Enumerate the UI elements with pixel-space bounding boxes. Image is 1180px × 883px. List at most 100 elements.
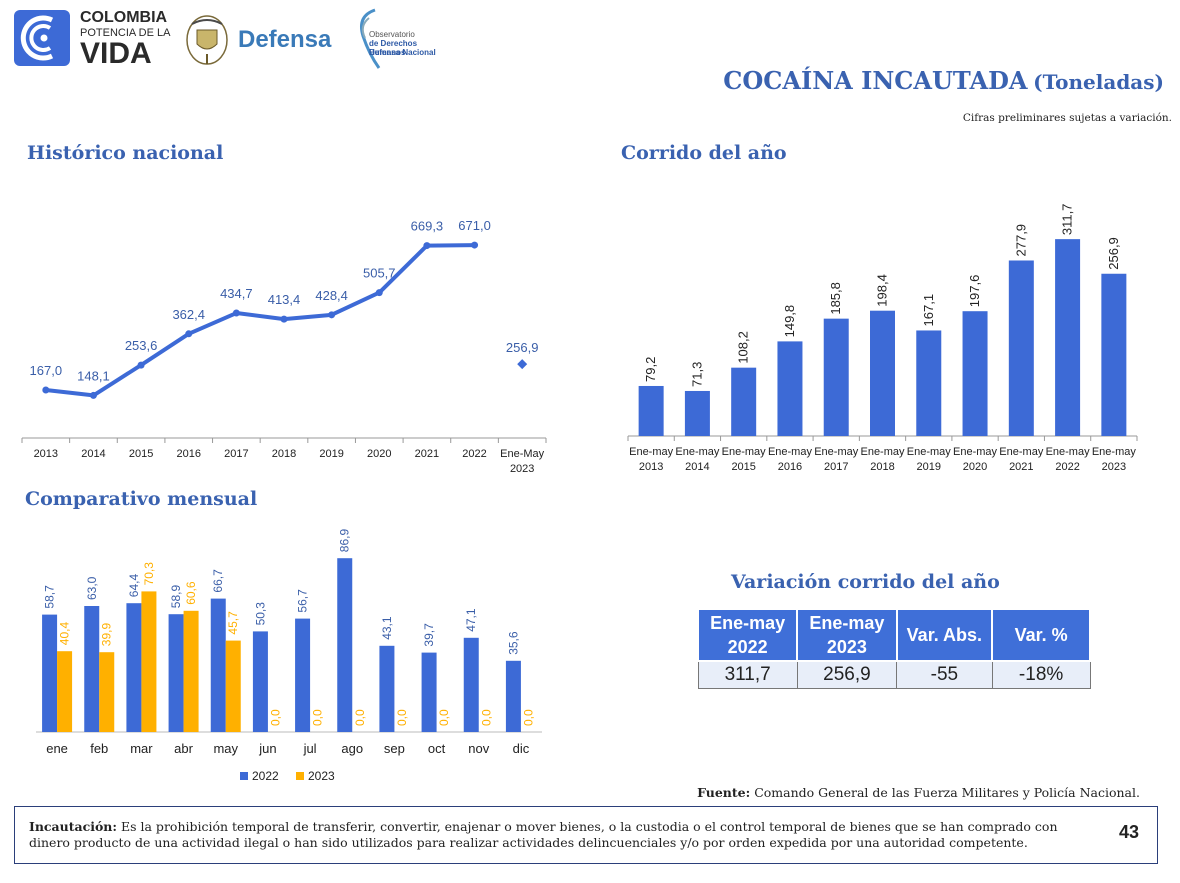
- heading-corrido: Corrido del año: [621, 142, 787, 164]
- historico-line-chart: 2013 2014 2015 2016 2017 2018 2019 2020 2021 2022…: [21, 218, 547, 475]
- x-tick-label: 2020: [367, 448, 391, 460]
- data-label: 0,0: [268, 709, 282, 726]
- logo-observatorio: Observatorio de Derechos Humanos Defensa…: [345, 6, 455, 72]
- x-tick-label: ene: [46, 741, 68, 756]
- data-label: 253,6: [125, 338, 158, 353]
- bar: [870, 310, 895, 436]
- logo-colombia-line2: POTENCIA DE LA: [80, 27, 171, 39]
- data-label: 0,0: [311, 709, 325, 726]
- data-label: 66,7: [211, 569, 225, 593]
- x-tick-label: mar: [130, 741, 153, 756]
- logo-colombia-line1: COLOMBIA: [80, 9, 168, 26]
- logo-defensa: Defensa: [238, 26, 332, 53]
- data-label: 79,2: [643, 357, 658, 382]
- data-label: 50,3: [253, 602, 267, 626]
- bar-2023: [225, 640, 241, 732]
- bar-2022: [210, 598, 226, 732]
- data-label: 47,1: [464, 608, 478, 632]
- data-label: 0,0: [479, 709, 493, 726]
- x-tick-label: feb: [90, 741, 108, 756]
- data-label: 148,1: [77, 368, 110, 383]
- x-tick-label: 2018: [272, 448, 296, 460]
- bar: [962, 311, 988, 436]
- data-label: 185,8: [828, 282, 843, 315]
- data-label: 0,0: [395, 709, 409, 726]
- data-label: 669,3: [411, 219, 444, 234]
- x-tick-label: Ene-May 2023: [500, 448, 545, 475]
- data-point: [232, 309, 240, 317]
- x-tick-label: Ene-may 2022: [1046, 446, 1091, 473]
- legend-swatch: [296, 772, 304, 780]
- data-label: 63,0: [85, 576, 99, 600]
- data-label: 45,7: [226, 611, 240, 635]
- x-tick-label: sep: [384, 741, 405, 756]
- data-label: 64,4: [127, 574, 141, 598]
- bar-2022: [337, 558, 353, 732]
- bar-2023: [99, 652, 115, 732]
- data-label: 39,9: [100, 623, 114, 647]
- data-label: 56,7: [296, 589, 310, 613]
- data-label: 0,0: [353, 709, 367, 726]
- data-point: [42, 386, 50, 394]
- x-tick-label: Ene-may 2019: [907, 446, 952, 473]
- x-tick-label: Ene-may 2018: [860, 446, 905, 473]
- bar-2023: [183, 610, 199, 732]
- variation-value-cell: 311,7: [697, 660, 798, 689]
- comparativo-bar-chart: ene feb mar abr may jun jul ago sep oct nov dic 58,7…: [36, 529, 542, 783]
- data-label: 0,0: [521, 709, 535, 726]
- legend-swatch: [240, 772, 248, 780]
- variation-table-header: Ene-may 2022 Ene-may 2023 Var. Abs. Var.…: [696, 608, 1091, 662]
- series-line: [45, 243, 475, 398]
- coat-of-arms-icon: [186, 15, 228, 65]
- data-label: 86,9: [338, 529, 352, 553]
- bar: [1055, 239, 1081, 436]
- variation-header-cell: Var. %: [991, 608, 1091, 662]
- data-point: [423, 242, 431, 250]
- variation-value-cell: -18%: [991, 660, 1091, 689]
- definition-box: Incautación: Es la prohibición temporal …: [14, 806, 1158, 864]
- bar-2022: [295, 618, 311, 732]
- data-label: 505,7: [363, 266, 396, 281]
- x-tick-label: Ene-may 2014: [675, 446, 720, 473]
- variation-header-cell: Ene-may 2023: [796, 608, 898, 662]
- data-label: 40,4: [58, 622, 72, 646]
- corrido-bar-chart: 79,2 Ene-may 2013 71,3 Ene-may 2014 108,2 Ene-m…: [627, 204, 1138, 473]
- bar-2022: [505, 660, 521, 732]
- bar-2023: [57, 651, 73, 732]
- x-tick-label: may: [213, 741, 238, 756]
- legend-label: 2022: [252, 769, 279, 783]
- variation-table: Ene-may 2022 Ene-may 2023 Var. Abs. Var.…: [696, 608, 1091, 689]
- x-tick-label: 2016: [176, 448, 200, 460]
- page-title: COCAÍNA INCAUTADA (Toneladas): [723, 66, 1164, 95]
- x-tick-label: 2021: [415, 448, 439, 460]
- x-tick-label: 2014: [81, 448, 105, 460]
- bar: [1101, 273, 1127, 436]
- bar-2022: [168, 614, 184, 732]
- data-label: 277,9: [1013, 224, 1028, 257]
- data-label: 428,4: [315, 288, 348, 303]
- x-tick-label: jun: [258, 741, 276, 756]
- data-label: 362,4: [172, 307, 205, 322]
- definition-text: Es la prohibición temporal de transferir…: [29, 819, 1058, 850]
- x-tick-label: Ene-may 2013: [629, 446, 674, 473]
- x-tick-label: Ene-may 2015: [722, 446, 767, 473]
- data-label: 108,2: [736, 331, 751, 364]
- data-point: [471, 241, 479, 249]
- data-label: 197,6: [967, 275, 982, 308]
- bar: [731, 367, 757, 436]
- bar-2022: [84, 606, 100, 732]
- logo-colombia-line3: VIDA: [80, 37, 152, 70]
- data-label: 413,4: [268, 292, 301, 307]
- definition-label: Incautación:: [29, 819, 118, 834]
- legend-label: 2023: [308, 769, 335, 783]
- definition-text-block: Incautación: Es la prohibición temporal …: [29, 819, 1095, 851]
- heading-variacion: Variación corrido del año: [731, 571, 1000, 593]
- x-tick-label: Ene-may 2016: [768, 446, 813, 473]
- data-point: [280, 315, 288, 323]
- variation-header-cell: Var. Abs.: [895, 608, 994, 662]
- data-label: 60,6: [184, 581, 198, 605]
- bar-2022: [252, 631, 268, 732]
- data-label: 0,0: [437, 709, 451, 726]
- logo-colombia: COLOMBIA POTENCIA DE LA VIDA: [12, 8, 172, 70]
- bar: [1008, 260, 1034, 436]
